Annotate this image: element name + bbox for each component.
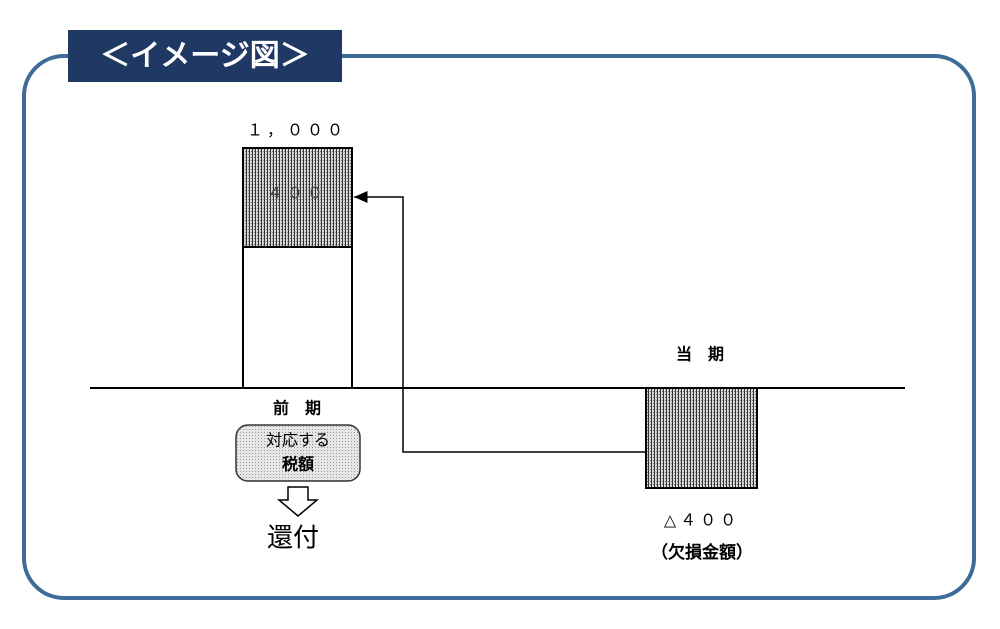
tax-box	[235, 424, 361, 482]
frame	[22, 54, 976, 600]
tax-box-line: 対応する	[266, 431, 330, 450]
total-label: １，０００	[247, 121, 347, 140]
current-bar	[645, 387, 758, 489]
title: ＜イメージ図＞	[100, 39, 309, 74]
title-box	[68, 30, 342, 82]
loss-note: （欠損金額）	[651, 542, 753, 563]
refund-portion	[242, 147, 353, 248]
loss-label: △４００	[664, 511, 740, 530]
down-arrow	[276, 486, 320, 517]
current-label: 当 期	[676, 345, 724, 364]
carryback-arrow	[354, 191, 646, 453]
refund-label: 還付	[267, 524, 319, 554]
tax-box-line: 税額	[282, 455, 314, 474]
refund-portion-label: ４００	[267, 184, 327, 203]
previous-label: 前 期	[273, 399, 321, 418]
